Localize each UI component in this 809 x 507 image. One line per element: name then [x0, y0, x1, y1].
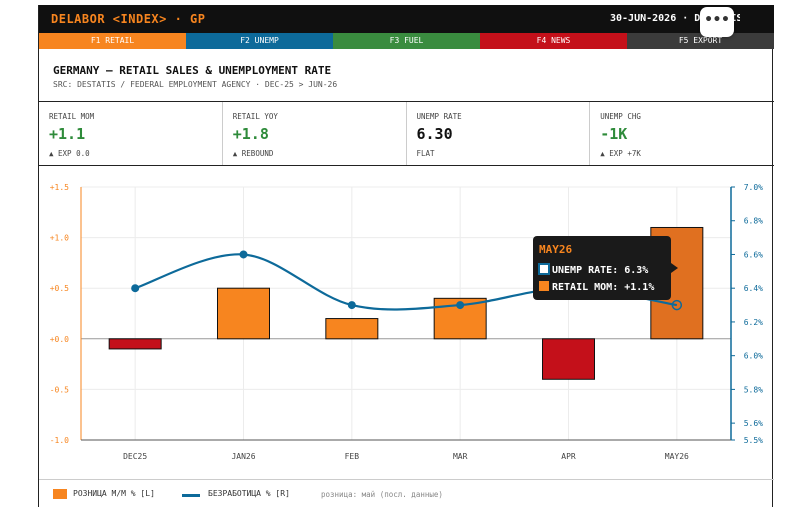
x-tick-label: JAN26	[231, 452, 255, 461]
terminal-frame: DELABOR <INDEX> · GP 30-JUN-2026 · DESTA…	[38, 5, 774, 507]
stat-value: 6.30	[416, 125, 453, 143]
chart-legend: РОЗНИЦА M/M % [L] БЕЗРАБОТИЦА % [R] розн…	[39, 479, 774, 507]
left-tick-label: +1.0	[50, 234, 69, 243]
tooltip-pointer	[671, 263, 678, 273]
stat-retail-yoy: RETAIL YOY +1.8 ▲ REBOUND	[223, 102, 407, 165]
fkey-fuel[interactable]: F3 FUEL	[333, 33, 480, 49]
left-tick-label: +0.0	[50, 335, 69, 344]
right-tick-label: 6.2%	[744, 318, 763, 327]
x-tick-label: DEC25	[123, 452, 147, 461]
combo-chart: +1.5 +1.0 +0.5 +0.0 -0.5 -1.0 7.0% 6.8% 6.6% 6.4%…	[50, 183, 763, 461]
legend-swatch-unemp	[182, 494, 200, 497]
x-tick-label: FEB	[345, 452, 360, 461]
tooltip-swatch-retail	[539, 281, 549, 291]
line-point	[239, 250, 248, 259]
stats-strip: RETAIL MOM +1.1 ▲ EXP 0.0 RETAIL YOY +1.…	[39, 102, 774, 166]
stat-note: ▲ REBOUND	[232, 149, 274, 158]
right-tick-label: 6.4%	[744, 284, 763, 293]
bar	[108, 338, 162, 350]
function-key-bar: F1 RETAIL F2 UNEMP F3 FUEL F4 NEWS F5 EX…	[39, 33, 774, 49]
date-source: 30-JUN-2026 · DESTATIS	[610, 13, 740, 24]
stat-note: ▲ EXP +7K	[600, 149, 641, 158]
stat-note: FLAT	[416, 149, 435, 158]
legend-label-unemp: БЕЗРАБОТИЦА % [R]	[208, 489, 290, 498]
stat-value: +1.8	[232, 125, 269, 143]
right-tick-label: 5.8%	[744, 385, 763, 394]
legend-note: розница: май (посл. данные)	[321, 490, 443, 499]
left-tick-label: +1.5	[50, 183, 69, 192]
x-tick-label: MAR	[453, 452, 468, 461]
right-tick-label: 5.5%	[744, 436, 763, 445]
legend-label-retail: РОЗНИЦА M/M % [L]	[73, 489, 155, 498]
tooltip-swatch-unemp	[538, 263, 550, 275]
x-tick-label: MAY26	[665, 452, 689, 461]
stat-unemp-rate: UNEMP RATE 6.30 FLAT	[407, 102, 591, 165]
more-options-button[interactable]: •••	[700, 7, 734, 37]
left-tick-label: -1.0	[50, 436, 69, 445]
fkey-unemp[interactable]: F2 UNEMP	[186, 33, 333, 49]
line-point	[456, 301, 465, 310]
right-tick-label: 6.8%	[744, 217, 763, 226]
stat-label: RETAIL YOY	[232, 112, 278, 121]
line-point	[671, 299, 683, 311]
stat-label: UNEMP CHG	[600, 112, 641, 121]
brand-ticker: DELABOR <INDEX> · GP	[51, 12, 206, 26]
right-tick-label: 6.0%	[744, 352, 763, 361]
chart-area: +1.5 +1.0 +0.5 +0.0 -0.5 -1.0 7.0% 6.8% 6.6% 6.4%…	[39, 166, 774, 479]
tooltip-row-retail: RETAIL MOM: +1.1%	[552, 282, 654, 293]
line-point	[347, 301, 356, 310]
stat-note: ▲ EXP 0.0	[49, 149, 90, 158]
left-tick-label: -0.5	[50, 385, 69, 394]
x-tick-label: APR	[561, 452, 576, 461]
stat-unemp-chg: UNEMP CHG -1K ▲ EXP +7K	[590, 102, 774, 165]
title-area: GERMANY — RETAIL SALES & UNEMPLOYMENT RA…	[39, 49, 774, 102]
top-bar: DELABOR <INDEX> · GP 30-JUN-2026 · DESTA…	[39, 5, 774, 33]
fkey-retail[interactable]: F1 RETAIL	[39, 33, 186, 49]
chart-subtitle: SRC: DESTATIS / FEDERAL EMPLOYMENT AGENC…	[53, 80, 338, 89]
bar	[325, 318, 379, 340]
tooltip-box	[533, 236, 671, 300]
chart-title: GERMANY — RETAIL SALES & UNEMPLOYMENT RA…	[53, 64, 332, 77]
right-tick-label: 7.0%	[744, 183, 763, 192]
line-point	[131, 284, 140, 293]
tooltip-row-unemp: UNEMP RATE: 6.3%	[552, 265, 648, 276]
stat-label: RETAIL MOM	[49, 112, 95, 121]
right-tick-label: 6.6%	[744, 250, 763, 259]
stat-value: +1.1	[49, 125, 86, 143]
bar	[217, 287, 270, 340]
stat-value: -1K	[600, 125, 628, 143]
legend-swatch-retail	[53, 489, 67, 499]
stat-label: UNEMP RATE	[416, 112, 462, 121]
right-tick-label: 5.6%	[744, 419, 763, 428]
left-tick-label: +0.5	[50, 284, 69, 293]
stat-retail-mom: RETAIL MOM +1.1 ▲ EXP 0.0	[39, 102, 223, 165]
fkey-export[interactable]: F5 EXPORT	[627, 33, 774, 49]
bar	[542, 338, 595, 380]
fkey-news[interactable]: F4 NEWS	[480, 33, 627, 49]
tooltip-title: MAY26	[539, 243, 572, 256]
